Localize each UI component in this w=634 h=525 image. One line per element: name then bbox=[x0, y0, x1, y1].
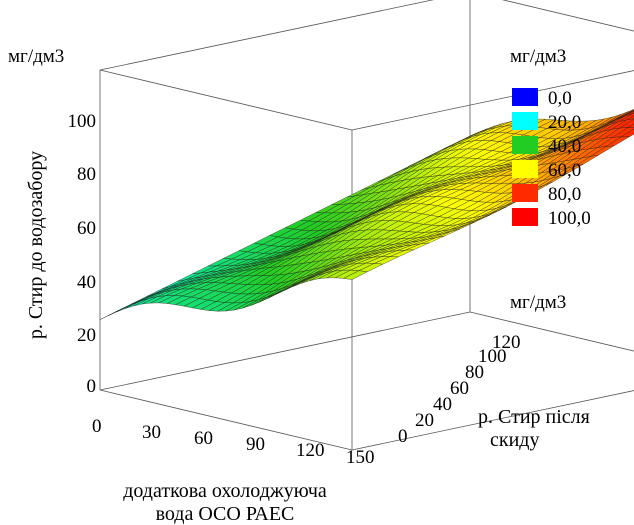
surface-mesh bbox=[99, 109, 634, 320]
legend-swatch bbox=[512, 136, 538, 154]
x-tick-label: 120 bbox=[296, 440, 325, 461]
z-tick-label: 80 bbox=[77, 164, 96, 185]
legend: мг/дм3 0,0 20,0 40,0 60,0 80,0 100,0 bbox=[510, 46, 591, 229]
z-axis-title: р. Стир до водозабору bbox=[25, 151, 47, 339]
box-edge bbox=[351, 390, 634, 451]
surface-cell bbox=[343, 270, 368, 280]
legend-label: 80,0 bbox=[548, 184, 581, 205]
x-tick-label: 90 bbox=[246, 434, 265, 455]
y-axis-unit: мг/дм3 bbox=[510, 292, 566, 313]
y-tick-label: 60 bbox=[450, 378, 469, 399]
z-tick-label: 40 bbox=[77, 272, 96, 293]
x-axis-title-line1: додаткова охолоджуюча bbox=[123, 480, 327, 502]
z-tick-label: 100 bbox=[68, 111, 97, 132]
legend-label: 40,0 bbox=[548, 136, 581, 157]
x-tick-label: 0 bbox=[92, 416, 102, 437]
z-tick-label: 20 bbox=[77, 325, 96, 346]
box-edge bbox=[501, 0, 634, 32]
x-tick-label: 30 bbox=[142, 422, 161, 443]
box-edge bbox=[99, 69, 353, 131]
z-axis-ticks: 0 20 40 60 80 100 bbox=[68, 111, 97, 397]
x-axis-title-line2: вода ОСО РАЕС bbox=[156, 503, 295, 525]
legend-swatch bbox=[512, 88, 538, 106]
y-tick-label: 80 bbox=[465, 362, 484, 383]
x-tick-label: 60 bbox=[194, 428, 213, 449]
z-axis-unit: мг/дм3 bbox=[8, 46, 64, 67]
box-edge bbox=[351, 70, 634, 131]
y-axis-title-line2: скиду bbox=[490, 429, 539, 451]
y-axis-ticks: 0 20 40 60 80 100 120 bbox=[398, 332, 521, 447]
y-axis-title-line1: р. Стир після bbox=[478, 406, 590, 428]
y-tick-label: 40 bbox=[433, 394, 452, 415]
box-edge bbox=[469, 311, 634, 352]
x-axis-ticks: 0 30 60 90 120 150 bbox=[92, 416, 375, 468]
box-edge bbox=[99, 0, 434, 71]
z-tick-label: 0 bbox=[87, 376, 97, 397]
y-tick-label: 20 bbox=[415, 410, 434, 431]
legend-swatch bbox=[512, 112, 538, 130]
y-tick-label: 0 bbox=[398, 426, 408, 447]
y-tick-label: 120 bbox=[492, 332, 521, 353]
plot-box bbox=[99, 0, 634, 451]
legend-label: 0,0 bbox=[548, 88, 572, 109]
legend-label: 100,0 bbox=[548, 208, 591, 229]
legend-label: 60,0 bbox=[548, 160, 581, 181]
legend-swatch bbox=[512, 160, 538, 178]
z-tick-label: 60 bbox=[77, 218, 96, 239]
y-tick-label: 100 bbox=[478, 346, 507, 367]
legend-swatch bbox=[512, 208, 538, 226]
x-tick-label: 150 bbox=[346, 447, 375, 468]
legend-title: мг/дм3 bbox=[510, 46, 566, 67]
legend-label: 20,0 bbox=[548, 112, 581, 133]
box-edge bbox=[99, 311, 471, 391]
legend-swatch bbox=[512, 184, 538, 202]
box-edge bbox=[99, 389, 353, 451]
